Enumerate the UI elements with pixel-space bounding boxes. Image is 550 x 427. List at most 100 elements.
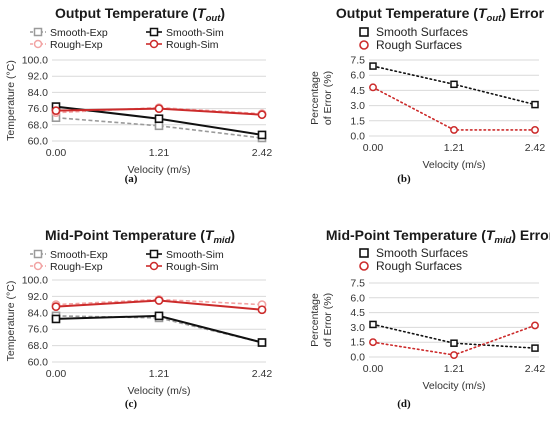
y-tick-label: 92.0: [28, 71, 49, 83]
y-tick-label: 6.0: [350, 70, 365, 82]
x-tick-label: 1.21: [444, 363, 465, 375]
data-point: [51, 302, 61, 312]
chart-title: Output Temperature (Tout) Error: [336, 5, 545, 24]
x-tick-label: 2.42: [525, 363, 546, 375]
y-tick-label: 84.0: [28, 307, 49, 319]
data-point: [450, 80, 458, 89]
y-tick-label: 68.0: [28, 119, 49, 131]
y-tick-label: 60.0: [28, 357, 49, 369]
legend-marker: [149, 249, 159, 259]
y-tick-label: 100.0: [22, 55, 48, 67]
legend-marker: [33, 27, 43, 37]
data-point: [450, 339, 458, 347]
y-tick-label: 7.5: [350, 55, 365, 67]
y-tick-label: 1.5: [350, 337, 365, 349]
legend-label: Rough Surfaces: [376, 38, 462, 52]
data-point: [51, 106, 61, 116]
data-point: [51, 314, 61, 324]
legend-label: Smooth Surfaces: [376, 246, 468, 260]
legend-marker: [33, 249, 43, 259]
x-tick-label: 0.00: [363, 142, 384, 154]
y-tick-label: 68.0: [28, 340, 49, 352]
x-tick-label: 1.21: [444, 142, 465, 154]
x-axis-label: Velocity (m/s): [127, 164, 190, 176]
data-point: [531, 125, 539, 134]
series-line-rough-exp: [55, 298, 263, 306]
data-point: [257, 338, 267, 347]
legend-label: Rough Surfaces: [376, 259, 462, 273]
y-axis-label: Temperature (°C): [5, 281, 17, 362]
x-axis-label: Velocity (m/s): [422, 159, 485, 171]
data-point: [154, 114, 164, 124]
chart-panel-d: Mid-Point Temperature (Tmid) Error 0.0 1.5…: [309, 227, 550, 410]
y-tick-label: 3.0: [350, 100, 365, 112]
legend-label: Smooth-Exp: [50, 27, 108, 39]
panel-label: (c): [125, 398, 138, 410]
data-point: [369, 338, 377, 347]
chart-panel-b: Output Temperature (Tout) Error 0.0 1.5 3.0…: [309, 5, 545, 185]
legend: Smooth-Exp Smooth-Sim Rough-Exp Rough-Sim: [30, 249, 224, 273]
data-point: [257, 110, 267, 120]
y-axis-label: Percentage: [309, 71, 321, 125]
data-point: [531, 100, 539, 109]
y-tick-label: 92.0: [28, 291, 49, 303]
data-point: [154, 121, 164, 131]
y-tick-label: 100.0: [22, 275, 48, 287]
panel-label: (b): [397, 173, 411, 185]
chart-panel-a: Output Temperature (Tout) 60.0 68.0 76.0 84.…: [5, 5, 272, 185]
x-tick-label: 0.00: [46, 147, 67, 159]
x-tick-label: 1.21: [149, 147, 170, 159]
y-tick-label: 76.0: [28, 324, 49, 336]
y-tick-label: 84.0: [28, 87, 49, 99]
legend-label: Rough-Sim: [166, 261, 219, 273]
y-axis-label: of Error (%): [322, 293, 334, 347]
legend-marker: [33, 39, 43, 49]
legend-marker: [359, 27, 369, 37]
legend-label: Smooth-Sim: [166, 249, 224, 261]
y-tick-label: 0.0: [350, 352, 365, 364]
legend-label: Smooth-Sim: [166, 27, 224, 39]
series-line-smooth-exp: [55, 116, 263, 139]
data-point: [369, 62, 377, 70]
y-tick-label: 3.0: [350, 322, 365, 334]
data-point: [450, 351, 458, 359]
legend-label: Rough-Exp: [50, 39, 103, 51]
x-axis-label: Velocity (m/s): [422, 380, 485, 392]
y-tick-label: 6.0: [350, 292, 365, 304]
chart-panel-c: Mid-Point Temperature (Tmid) 60.0 68.0 76.0…: [5, 227, 272, 410]
y-tick-label: 0.0: [350, 131, 365, 143]
data-point: [257, 305, 267, 315]
legend-marker: [359, 261, 369, 271]
legend-label: Smooth-Exp: [50, 249, 108, 261]
legend-label: Rough-Exp: [50, 261, 103, 273]
x-tick-label: 0.00: [363, 363, 384, 375]
legend-label: Rough-Sim: [166, 39, 219, 51]
y-tick-label: 1.5: [350, 115, 365, 127]
x-tick-label: 2.42: [252, 368, 273, 380]
chart-title: Output Temperature (Tout): [55, 5, 225, 24]
legend-marker: [359, 40, 369, 50]
y-tick-label: 4.5: [350, 307, 365, 319]
legend: Smooth-Exp Smooth-Sim Rough-Exp Rough-Sim: [30, 27, 224, 51]
y-axis-label: Temperature (°C): [5, 60, 17, 141]
x-tick-label: 2.42: [525, 142, 546, 154]
data-point: [257, 130, 267, 140]
data-point: [531, 344, 539, 352]
data-point: [531, 321, 539, 330]
panel-label: (d): [397, 398, 411, 410]
legend-marker: [33, 261, 43, 271]
y-tick-label: 4.5: [350, 85, 365, 97]
data-point: [154, 104, 164, 113]
y-tick-label: 7.5: [350, 278, 365, 290]
x-tick-label: 1.21: [149, 368, 170, 380]
x-axis-label: Velocity (m/s): [127, 385, 190, 397]
y-axis-label: of Error (%): [322, 71, 334, 125]
x-tick-label: 0.00: [46, 368, 67, 380]
legend-marker: [149, 39, 159, 49]
series-line-rough-surfaces: [372, 86, 536, 131]
x-tick-label: 2.42: [252, 147, 273, 159]
y-tick-label: 60.0: [28, 136, 49, 148]
